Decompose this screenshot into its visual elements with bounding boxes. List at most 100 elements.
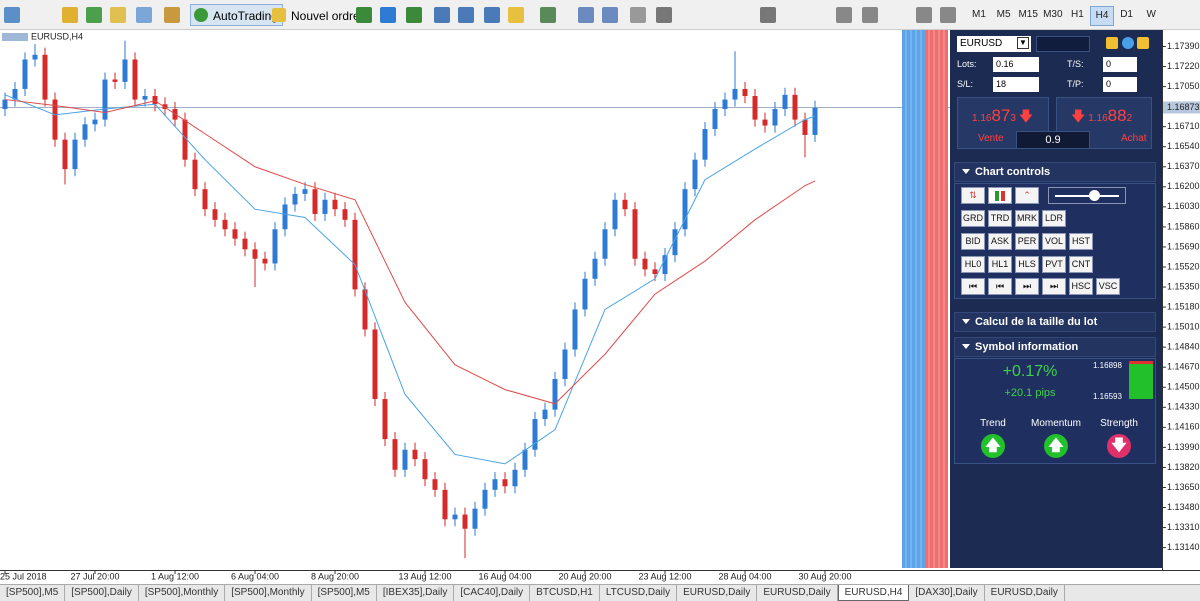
chart-tab[interactable]: LTCUSD,Daily xyxy=(600,585,678,601)
chart-tab[interactable]: [SP500],M5 xyxy=(0,585,66,601)
icon[interactable] xyxy=(406,7,422,23)
section-header[interactable]: Calcul de la taille du lot xyxy=(954,312,1156,332)
control-button[interactable]: BID xyxy=(961,233,985,250)
y-tick-label: 1.14840 xyxy=(1167,342,1200,352)
symbol-select[interactable]: EURUSD ▼ xyxy=(957,36,1031,52)
icon[interactable] xyxy=(1106,37,1118,49)
chart-tab[interactable]: EURUSD,Daily xyxy=(985,585,1065,601)
icon[interactable] xyxy=(434,7,450,23)
control-button[interactable]: HLS xyxy=(1015,256,1039,273)
icon[interactable] xyxy=(484,7,500,23)
control-button[interactable]: PVT xyxy=(1042,256,1066,273)
icon[interactable] xyxy=(62,7,78,23)
candle-body xyxy=(132,59,138,100)
field-input[interactable]: 18 xyxy=(993,77,1039,92)
control-icon[interactable]: ⇅ xyxy=(961,187,985,204)
icon[interactable] xyxy=(1122,37,1134,49)
icon[interactable] xyxy=(136,7,152,23)
new-order-button[interactable]: Nouvel ordre xyxy=(268,4,365,26)
control-button[interactable]: CNT xyxy=(1069,256,1093,273)
icon[interactable] xyxy=(164,7,180,23)
control-button[interactable]: HL0 xyxy=(961,256,985,273)
chart-tab[interactable]: [SP500],M5 xyxy=(312,585,377,601)
control-icon[interactable] xyxy=(988,187,1012,204)
control-icon[interactable]: ⌃ xyxy=(1015,187,1039,204)
candle-body xyxy=(322,199,328,214)
candle-body xyxy=(272,229,278,264)
icon[interactable] xyxy=(458,7,474,23)
candle-body xyxy=(152,96,158,105)
field-input[interactable]: 0.16 xyxy=(993,57,1039,72)
candle-body xyxy=(622,199,628,210)
icon[interactable] xyxy=(916,7,932,23)
x-tick-label: 1 Aug 12:00 xyxy=(151,571,199,581)
icon[interactable] xyxy=(760,7,776,23)
chart-tab[interactable]: [SP500],Monthly xyxy=(139,585,226,601)
timeframe-button[interactable]: H4 xyxy=(1090,6,1114,26)
control-button[interactable]: HSC xyxy=(1069,278,1093,295)
price-big: 87 xyxy=(991,106,1011,125)
timeframe-button[interactable]: M15 xyxy=(1018,9,1038,20)
chart-tab[interactable]: [CAC40],Daily xyxy=(454,585,531,601)
icon[interactable] xyxy=(1137,37,1149,49)
chart-tab[interactable]: BTCUSD,H1 xyxy=(530,585,600,601)
control-button[interactable]: LDR xyxy=(1042,210,1066,227)
chart-tab[interactable]: EURUSD,Daily xyxy=(757,585,838,601)
control-button[interactable]: VOL xyxy=(1042,233,1066,250)
control-button[interactable]: GRD xyxy=(961,210,985,227)
timeframe-button[interactable]: M5 xyxy=(996,9,1011,20)
candle-body xyxy=(182,119,188,160)
nav-button[interactable]: ⏮ xyxy=(961,278,985,295)
chart-tab[interactable]: [IBEX35],Daily xyxy=(377,585,455,601)
icon[interactable] xyxy=(630,7,646,23)
timeframe-button[interactable]: M30 xyxy=(1043,9,1063,20)
candle-body xyxy=(742,88,748,97)
icon[interactable] xyxy=(86,7,102,23)
change: +0.17% xyxy=(1002,363,1058,380)
autotrading-button[interactable]: AutoTrading xyxy=(190,4,283,26)
control-button[interactable]: ASK xyxy=(988,233,1012,250)
nav-button[interactable]: ⏭ xyxy=(1015,278,1039,295)
section-header[interactable]: Chart controls xyxy=(954,162,1156,182)
timeframe-button[interactable]: D1 xyxy=(1120,9,1133,20)
control-button[interactable]: TRD xyxy=(988,210,1012,227)
chart-tabs: [SP500],M5 [SP500],Daily [SP500],Monthly [S… xyxy=(0,584,1200,601)
symbol-search[interactable] xyxy=(1036,36,1090,52)
control-button[interactable]: HL1 xyxy=(988,256,1012,273)
icon[interactable] xyxy=(4,7,20,23)
field-label: Lots: xyxy=(957,59,977,69)
y-tick-label: 1.15180 xyxy=(1167,301,1200,311)
field-input[interactable]: 0 xyxy=(1103,57,1137,72)
chart-tab[interactable]: EURUSD,H4 xyxy=(837,585,910,601)
icon[interactable] xyxy=(836,7,852,23)
field-input[interactable]: 0 xyxy=(1103,77,1137,92)
icon[interactable] xyxy=(508,7,524,23)
control-button[interactable]: HST xyxy=(1069,233,1093,250)
icon[interactable] xyxy=(540,7,556,23)
control-button[interactable]: VSC xyxy=(1096,278,1120,295)
chart-tab[interactable]: [DAX30],Daily xyxy=(909,585,985,601)
timeframe-button[interactable]: W xyxy=(1146,9,1156,20)
y-tick-label: 1.15690 xyxy=(1167,241,1200,251)
icon[interactable] xyxy=(862,7,878,23)
icon[interactable] xyxy=(656,7,672,23)
icon[interactable] xyxy=(356,7,372,23)
icon[interactable] xyxy=(380,7,396,23)
nav-button[interactable]: ⏭ xyxy=(1042,278,1066,295)
chart-tab[interactable]: [SP500],Daily xyxy=(65,585,139,601)
control-button[interactable]: MRK xyxy=(1015,210,1039,227)
icon[interactable] xyxy=(940,7,956,23)
chart-tab[interactable]: EURUSD,Daily xyxy=(677,585,758,601)
slider[interactable] xyxy=(1048,187,1126,204)
candle-body xyxy=(352,219,358,290)
icon[interactable] xyxy=(602,7,618,23)
icon[interactable] xyxy=(110,7,126,23)
timeframe-button[interactable]: M1 xyxy=(972,9,986,20)
icon[interactable] xyxy=(578,7,594,23)
control-button[interactable]: PER xyxy=(1015,233,1039,250)
x-tick-label: 23 Aug 12:00 xyxy=(638,571,691,581)
nav-button[interactable]: ⏮ xyxy=(988,278,1012,295)
timeframe-button[interactable]: H1 xyxy=(1070,9,1084,20)
chart-tab[interactable]: [SP500],Monthly xyxy=(225,585,312,601)
section-header[interactable]: Symbol information xyxy=(954,337,1156,357)
